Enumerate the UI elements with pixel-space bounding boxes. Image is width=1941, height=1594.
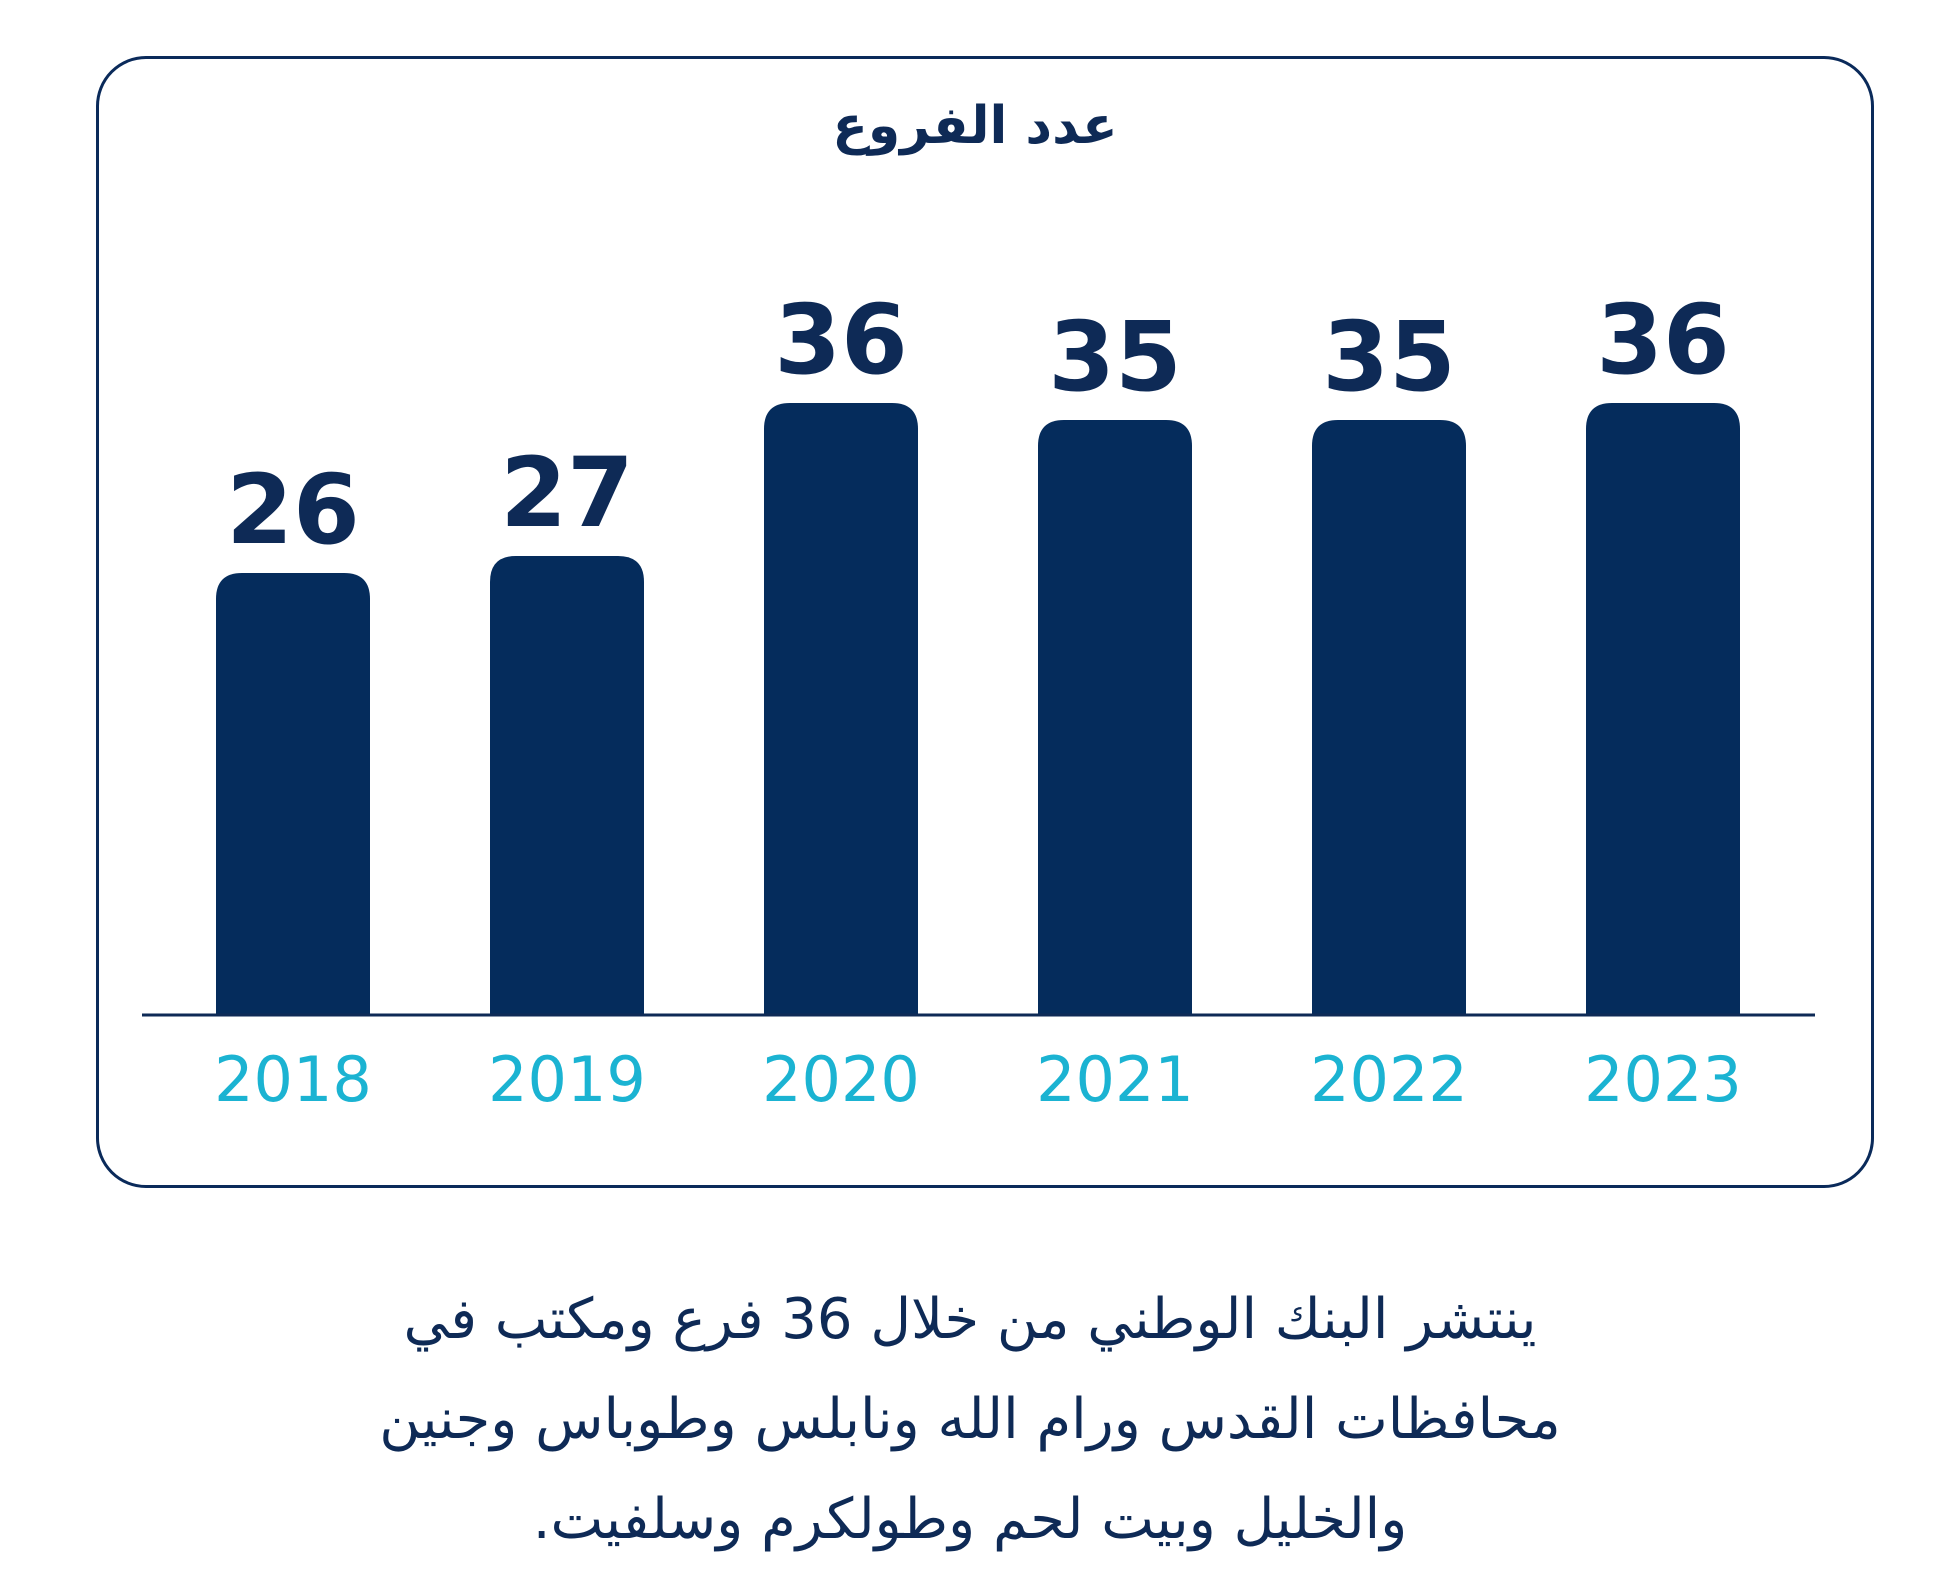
category-label-2023: 2023 bbox=[1584, 1043, 1742, 1116]
bar-2022 bbox=[1312, 420, 1466, 1015]
bar-2019 bbox=[490, 556, 644, 1015]
category-label-2021: 2021 bbox=[1036, 1043, 1194, 1116]
caption-line: محافظات القدس ورام الله ونابلس وطوباس وج… bbox=[379, 1387, 1561, 1452]
category-label-2022: 2022 bbox=[1310, 1043, 1468, 1116]
bar-2021 bbox=[1038, 420, 1192, 1015]
bar-2018 bbox=[216, 573, 370, 1015]
caption-line: ينتشر البنك الوطني من خلال 36 فرع ومكتب … bbox=[403, 1287, 1537, 1352]
value-label-2021: 35 bbox=[1048, 301, 1182, 413]
category-label-2018: 2018 bbox=[214, 1043, 372, 1116]
chart-title: عدد الفروع bbox=[832, 96, 1117, 156]
category-label-2019: 2019 bbox=[488, 1043, 646, 1116]
value-label-2023: 36 bbox=[1596, 284, 1730, 396]
bar-2020 bbox=[764, 403, 918, 1015]
value-label-2019: 27 bbox=[500, 437, 634, 549]
caption-line: والخليل وبيت لحم وطولكرم وسلفيت. bbox=[532, 1487, 1408, 1552]
value-label-2022: 35 bbox=[1322, 301, 1456, 413]
caption-paragraph: ينتشر البنك الوطني من خلال 36 فرع ومكتب … bbox=[170, 1270, 1770, 1570]
category-label-2020: 2020 bbox=[762, 1043, 920, 1116]
value-label-2018: 26 bbox=[226, 454, 360, 566]
value-label-2020: 36 bbox=[774, 284, 908, 396]
bar-2023 bbox=[1586, 403, 1740, 1015]
labels-layer: 26 2018 27 2019 36 2020 35 2021 35 2022 36 2023 bbox=[214, 284, 1742, 1116]
bars-layer bbox=[216, 403, 1740, 1015]
chart-card bbox=[96, 56, 1874, 1188]
